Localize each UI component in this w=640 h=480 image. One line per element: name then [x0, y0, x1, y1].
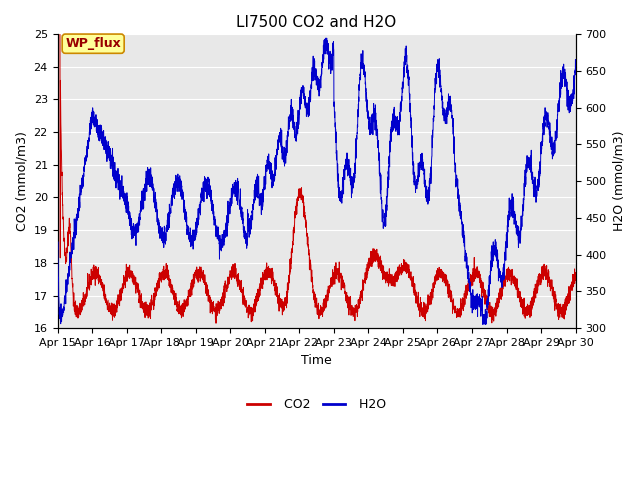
X-axis label: Time: Time	[301, 353, 332, 367]
Text: WP_flux: WP_flux	[65, 37, 121, 50]
Title: LI7500 CO2 and H2O: LI7500 CO2 and H2O	[236, 15, 397, 30]
Y-axis label: H2O (mmol/m3): H2O (mmol/m3)	[612, 131, 625, 231]
Legend:  CO2,  H2O: CO2, H2O	[242, 393, 391, 416]
Y-axis label: CO2 (mmol/m3): CO2 (mmol/m3)	[15, 131, 28, 231]
